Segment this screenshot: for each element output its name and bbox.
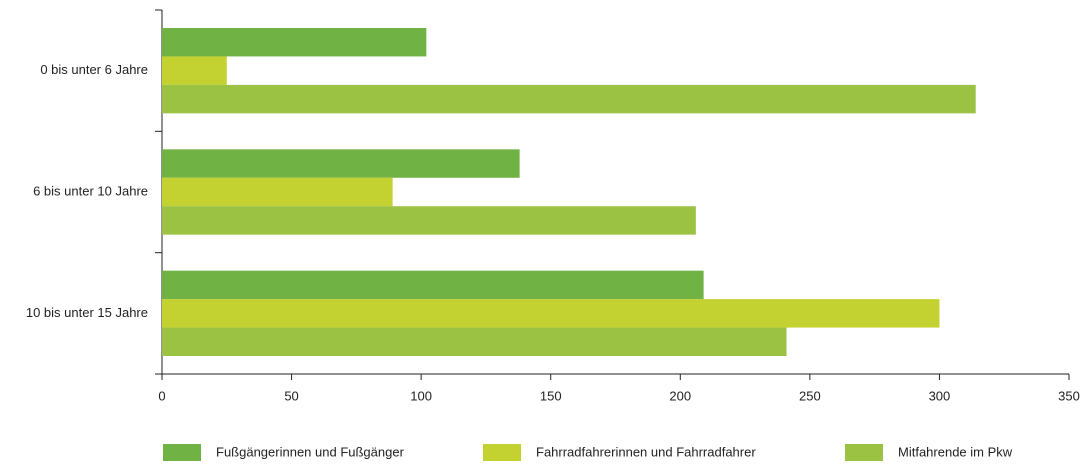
legend-label: Fahrradfahrerinnen und Fahrradfahrer — [536, 444, 756, 459]
x-tick-label: 0 — [158, 388, 165, 403]
x-tick-label: 250 — [799, 388, 821, 403]
bar — [162, 299, 940, 328]
bar — [162, 270, 704, 300]
bar — [162, 149, 520, 178]
bar — [162, 56, 227, 85]
legend-swatch — [163, 444, 201, 461]
x-tick-label: 150 — [540, 388, 562, 403]
legend-label: Fußgängerinnen und Fußgänger — [216, 444, 405, 459]
bar — [162, 177, 393, 207]
y-tick-label: 6 bis unter 10 Jahre — [33, 183, 148, 198]
bar — [162, 327, 787, 356]
x-tick-label: 200 — [669, 388, 691, 403]
y-tick-label: 0 bis unter 6 Jahre — [40, 62, 148, 77]
bar — [162, 84, 976, 114]
legend-label: Mitfahrende im Pkw — [898, 444, 1013, 459]
x-tick-label: 350 — [1058, 388, 1080, 403]
legend-swatch — [483, 444, 521, 461]
x-tick-label: 50 — [284, 388, 298, 403]
bar — [162, 28, 427, 57]
x-tick-label: 300 — [929, 388, 951, 403]
y-tick-label: 10 bis unter 15 Jahre — [26, 305, 148, 320]
legend-swatch — [845, 444, 883, 461]
bar — [162, 206, 696, 235]
x-tick-label: 100 — [410, 388, 432, 403]
